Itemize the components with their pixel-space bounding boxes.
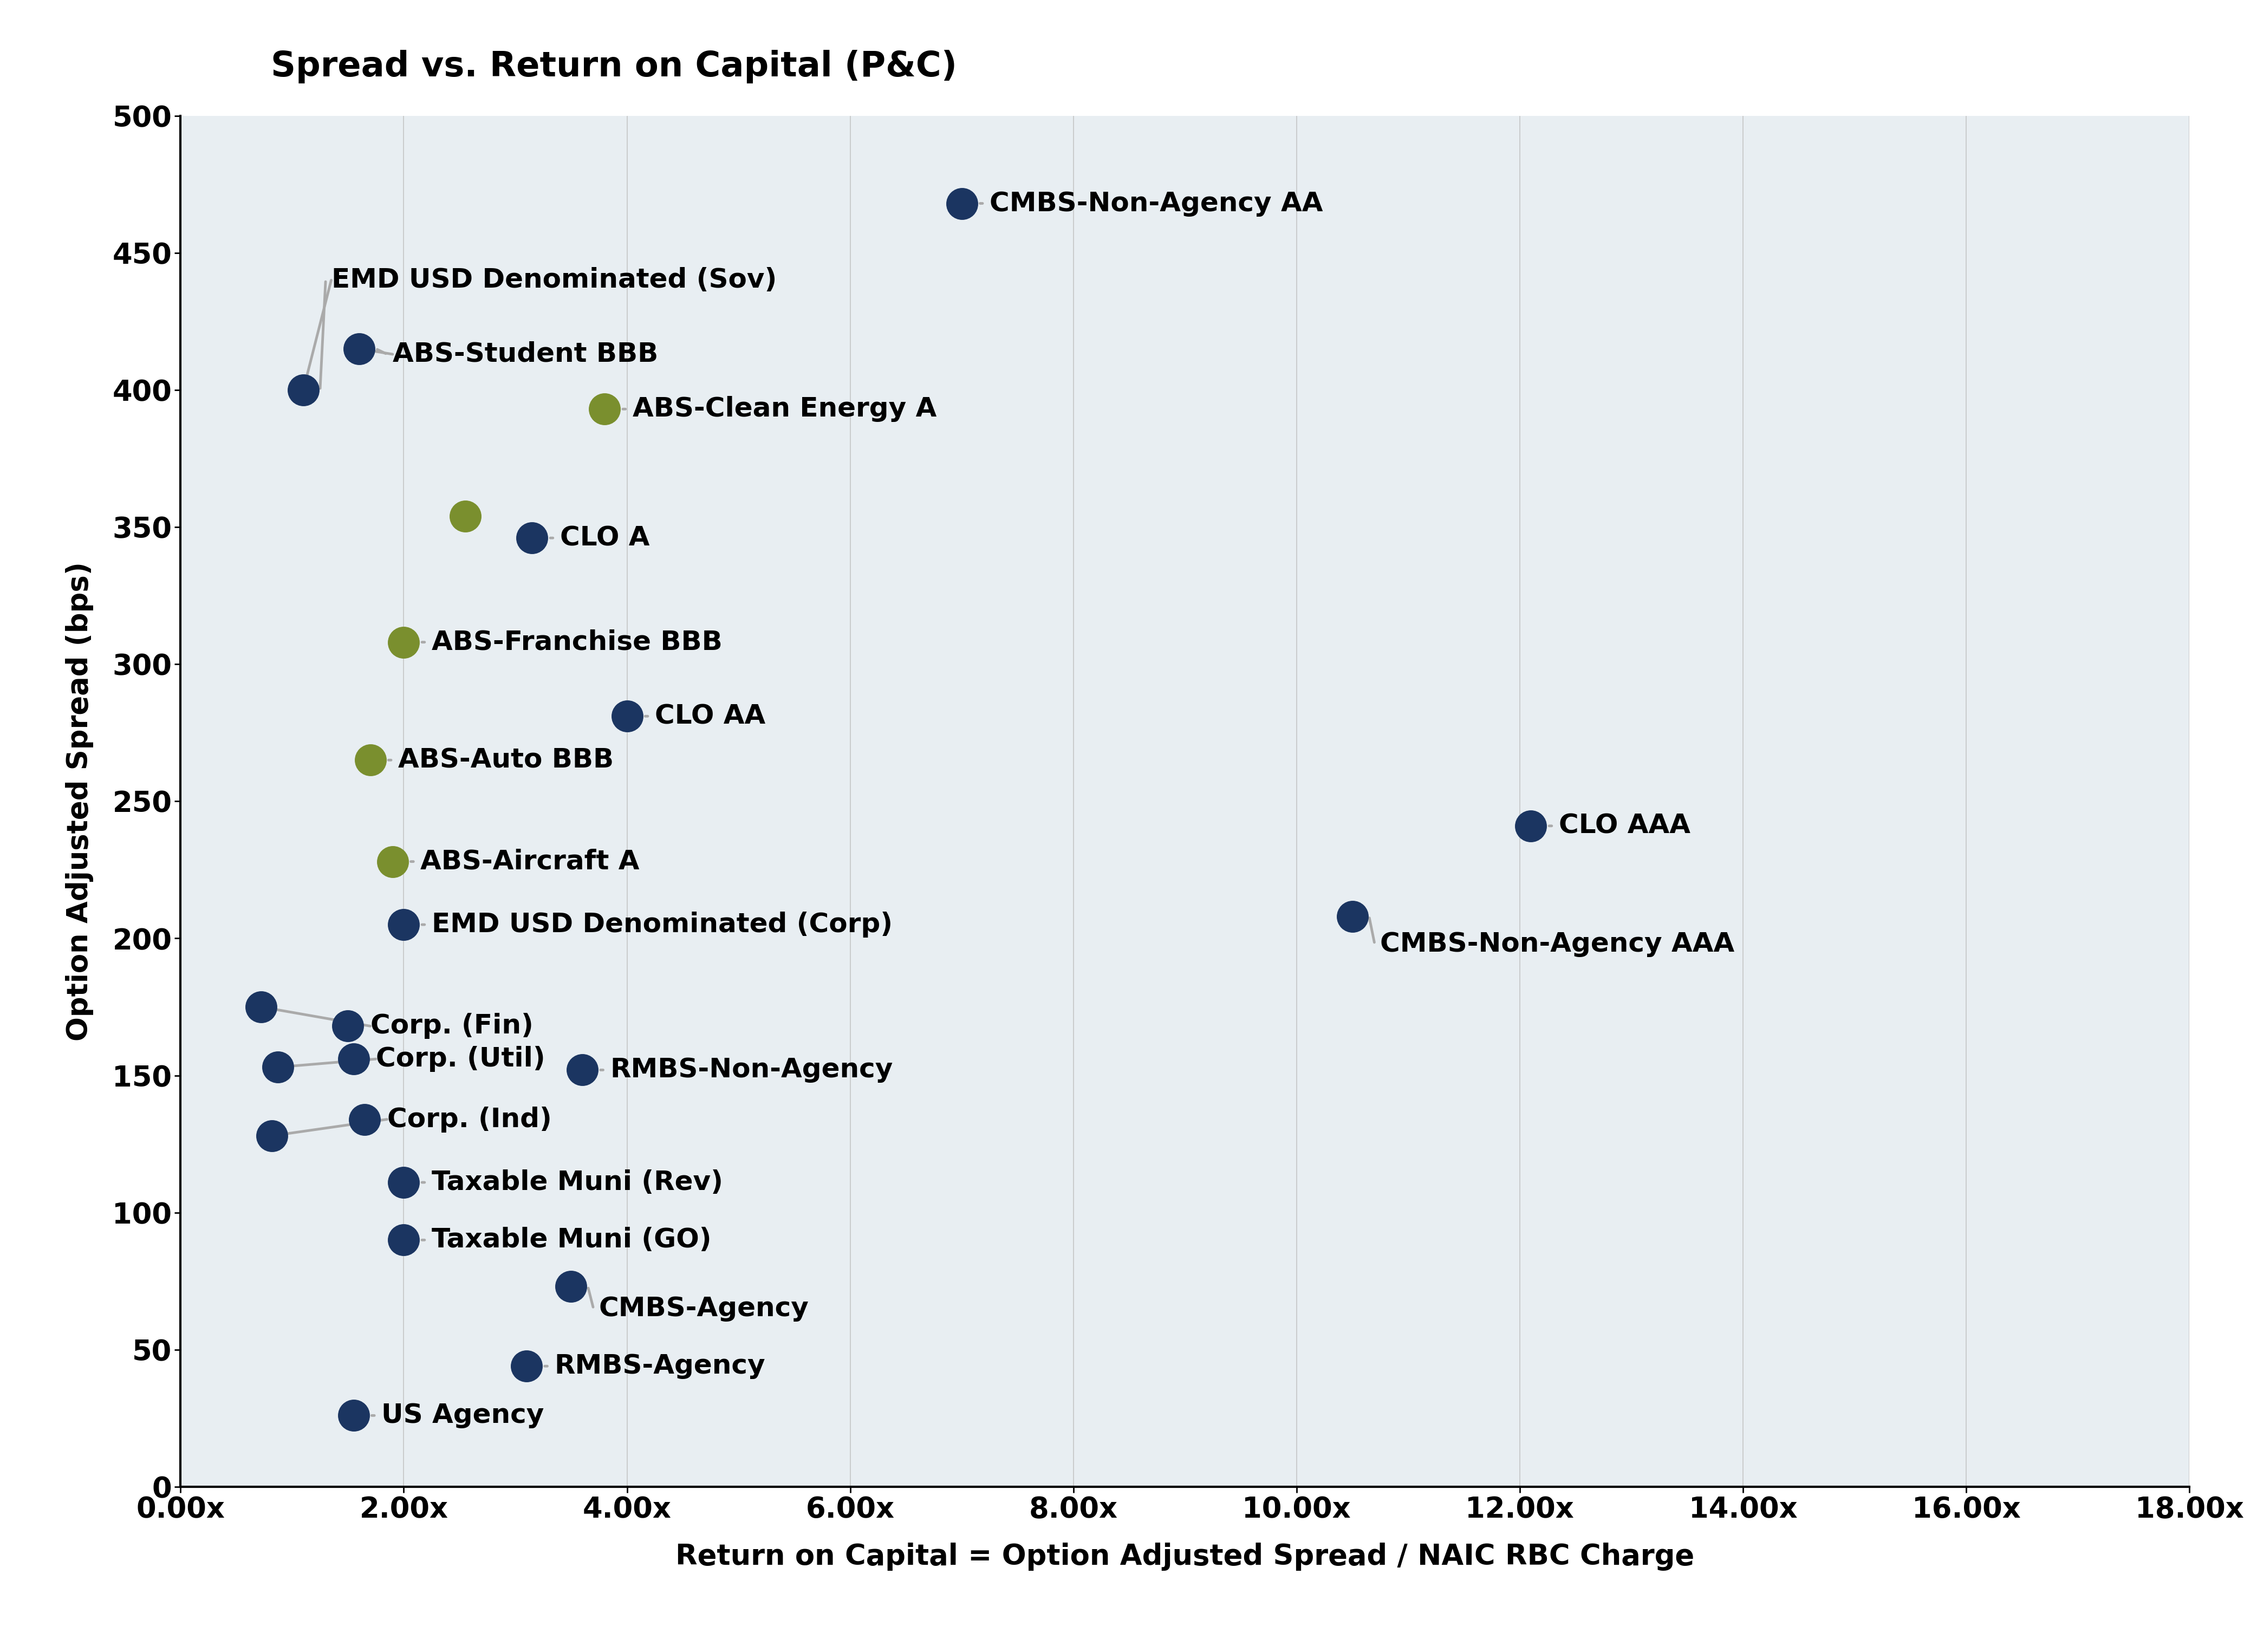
Point: [255, 1123, 291, 1150]
Text: CLO A: CLO A: [560, 525, 650, 552]
Text: CMBS-Non-Agency AAA: CMBS-Non-Agency AAA: [1381, 930, 1736, 957]
Text: CLO AA: CLO AA: [655, 704, 765, 729]
Text: CMBS-Non-Agency AA: CMBS-Non-Agency AA: [989, 190, 1323, 216]
Text: Taxable Muni (Rev): Taxable Muni (Rev): [431, 1170, 722, 1196]
Text: ABS-Aircraft A: ABS-Aircraft A: [420, 849, 639, 874]
Text: RMBS-Non-Agency: RMBS-Non-Agency: [609, 1057, 894, 1084]
Point: [1512, 813, 1548, 839]
Text: ABS-Student BBB: ABS-Student BBB: [393, 342, 659, 367]
Point: [515, 525, 551, 552]
Point: [336, 1046, 372, 1072]
Text: Taxable Muni (GO): Taxable Muni (GO): [431, 1227, 711, 1252]
Point: [386, 1227, 422, 1254]
Point: [609, 704, 646, 730]
Point: [260, 1054, 296, 1080]
Text: RMBS-Agency: RMBS-Agency: [555, 1353, 765, 1379]
Point: [284, 377, 320, 403]
X-axis label: Return on Capital = Option Adjusted Spread / NAIC RBC Charge: Return on Capital = Option Adjusted Spre…: [675, 1543, 1695, 1571]
Point: [336, 1403, 372, 1429]
Text: EMD USD Denominated (Corp): EMD USD Denominated (Corp): [431, 912, 892, 938]
Point: [508, 1353, 544, 1379]
Text: US Agency: US Agency: [381, 1403, 544, 1429]
Point: [244, 995, 280, 1021]
Point: [386, 629, 422, 656]
Point: [375, 849, 411, 876]
Point: [330, 1013, 366, 1039]
Point: [386, 1170, 422, 1196]
Text: Corp. (Fin): Corp. (Fin): [370, 1013, 533, 1039]
Point: [447, 502, 483, 529]
Point: [564, 1057, 600, 1084]
Y-axis label: Option Adjusted Spread (bps): Option Adjusted Spread (bps): [65, 562, 93, 1041]
Point: [386, 912, 422, 938]
Text: CMBS-Agency: CMBS-Agency: [598, 1295, 808, 1322]
Text: Corp. (Util): Corp. (Util): [377, 1046, 546, 1072]
Point: [348, 1107, 384, 1133]
Point: [341, 335, 377, 362]
Text: ABS-Auto BBB: ABS-Auto BBB: [397, 747, 614, 773]
Point: [587, 396, 623, 423]
Text: EMD USD Denominated (Sov): EMD USD Denominated (Sov): [332, 268, 776, 292]
Point: [1334, 904, 1370, 930]
Text: Corp. (Ind): Corp. (Ind): [386, 1107, 551, 1132]
Point: [553, 1274, 589, 1300]
Text: CLO AAA: CLO AAA: [1560, 813, 1690, 839]
Text: Spread vs. Return on Capital (P&C): Spread vs. Return on Capital (P&C): [271, 50, 957, 83]
Point: [352, 747, 388, 773]
Text: ABS-Clean Energy A: ABS-Clean Energy A: [632, 396, 937, 421]
Text: ABS-Franchise BBB: ABS-Franchise BBB: [431, 629, 722, 656]
Point: [943, 190, 980, 216]
